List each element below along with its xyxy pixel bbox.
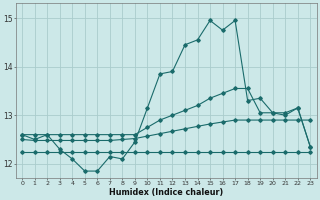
X-axis label: Humidex (Indice chaleur): Humidex (Indice chaleur) bbox=[109, 188, 223, 197]
